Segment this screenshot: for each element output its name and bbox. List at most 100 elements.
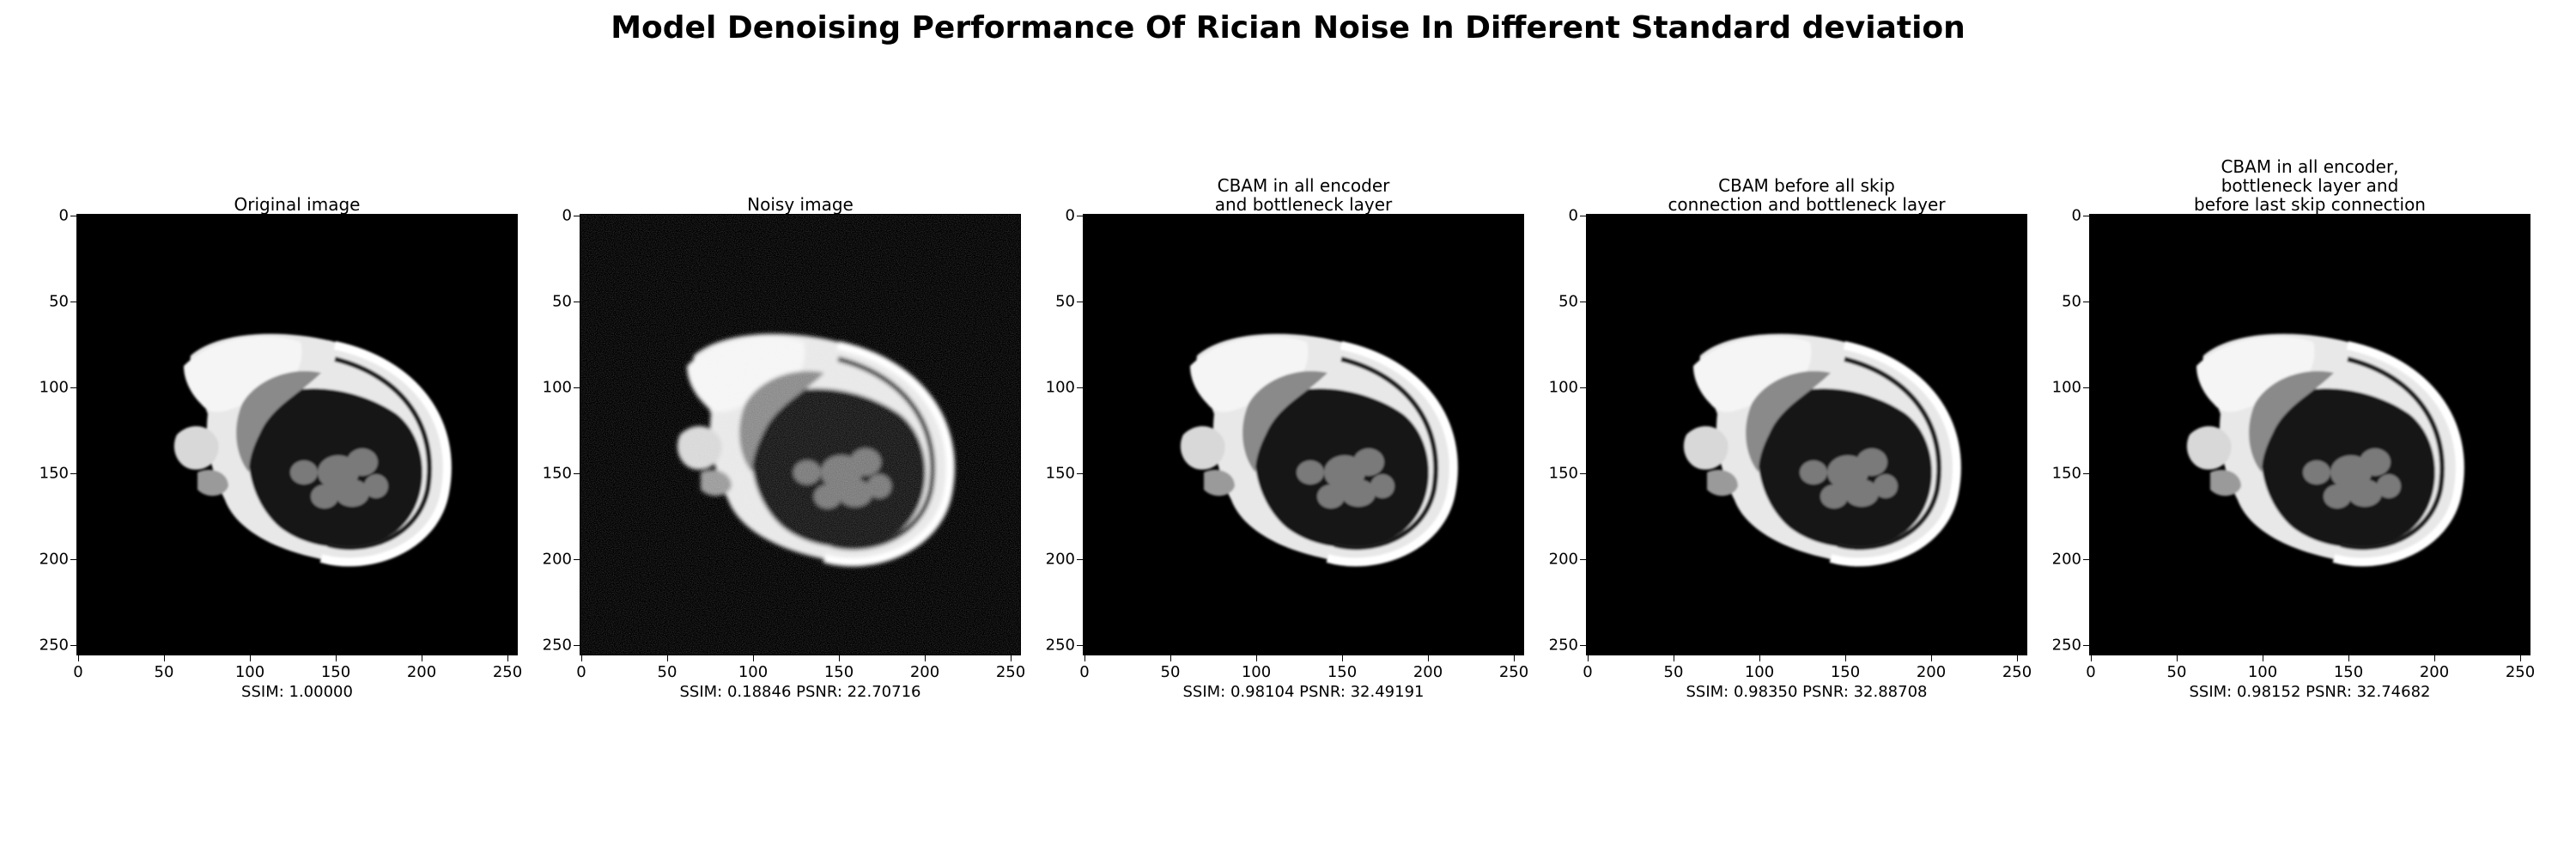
y-tick-label: 0 xyxy=(1568,206,1578,225)
y-tick-mark xyxy=(1077,559,1084,560)
x-tick-label: 250 xyxy=(492,663,523,681)
y-tick-label: 50 xyxy=(2062,292,2081,311)
image-panel: CBAM in all encoder, bottleneck layer an… xyxy=(2013,0,2536,859)
x-tick-mark xyxy=(1256,655,1257,661)
x-tick-label: 150 xyxy=(1327,663,1358,681)
x-tick-label: 0 xyxy=(73,663,83,681)
x-tick-mark xyxy=(1428,655,1429,661)
x-tick-label: 200 xyxy=(1916,663,1947,681)
x-tick-label: 100 xyxy=(2247,663,2278,681)
y-tick-label: 0 xyxy=(1065,206,1075,225)
x-tick-mark xyxy=(1588,655,1589,661)
mri-brain-image xyxy=(580,215,1020,655)
image-axes xyxy=(76,214,518,655)
x-tick-mark xyxy=(839,655,840,661)
x-tick-label: 250 xyxy=(1498,663,1529,681)
y-tick-label: 0 xyxy=(2071,206,2081,225)
x-tick-label: 0 xyxy=(576,663,586,681)
y-tick-mark xyxy=(574,645,580,646)
metric-label: SSIM: 0.18846 PSNR: 22.70716 xyxy=(679,683,921,701)
y-tick-label: 50 xyxy=(1055,292,1075,311)
y-tick-label: 100 xyxy=(2051,378,2081,397)
x-tick-mark xyxy=(1170,655,1171,661)
x-tick-label: 50 xyxy=(2166,663,2187,681)
x-tick-label: 200 xyxy=(406,663,437,681)
y-tick-mark xyxy=(2083,559,2090,560)
y-tick-mark xyxy=(70,387,77,388)
image-panel: Original image xyxy=(0,0,523,859)
x-tick-label: 250 xyxy=(995,663,1026,681)
x-tick-label: 200 xyxy=(1413,663,1443,681)
mri-brain-image xyxy=(2090,215,2530,655)
y-tick-mark xyxy=(1077,645,1084,646)
x-tick-label: 250 xyxy=(2002,663,2032,681)
y-tick-mark xyxy=(1580,473,1587,474)
y-tick-label: 250 xyxy=(1548,636,1578,655)
y-tick-mark xyxy=(70,559,77,560)
image-axes xyxy=(2089,214,2530,655)
mri-brain-image xyxy=(77,215,517,655)
x-tick-mark xyxy=(2520,655,2521,661)
y-tick-label: 100 xyxy=(542,378,572,397)
x-tick-label: 50 xyxy=(1160,663,1181,681)
y-tick-label: 200 xyxy=(1548,550,1578,569)
x-tick-label: 100 xyxy=(1744,663,1775,681)
y-tick-label: 100 xyxy=(1045,378,1075,397)
y-tick-mark xyxy=(574,387,580,388)
x-tick-mark xyxy=(1084,655,1085,661)
x-tick-mark xyxy=(507,655,508,661)
image-axes xyxy=(580,214,1021,655)
image-panel: CBAM before all skip connection and bott… xyxy=(1510,0,2032,859)
mri-brain-image xyxy=(1587,215,2026,655)
y-tick-label: 150 xyxy=(39,464,69,483)
x-tick-label: 250 xyxy=(2505,663,2536,681)
y-tick-mark xyxy=(2083,387,2090,388)
x-tick-mark xyxy=(1514,655,1515,661)
y-tick-mark xyxy=(1077,473,1084,474)
y-tick-label: 250 xyxy=(1045,636,1075,655)
y-tick-mark xyxy=(1580,387,1587,388)
x-tick-mark xyxy=(78,655,79,661)
x-tick-label: 0 xyxy=(1079,663,1090,681)
x-tick-label: 200 xyxy=(2419,663,2450,681)
x-tick-mark xyxy=(1342,655,1343,661)
x-tick-label: 50 xyxy=(1663,663,1684,681)
x-tick-mark xyxy=(1759,655,1760,661)
y-tick-label: 150 xyxy=(542,464,572,483)
x-tick-mark xyxy=(925,655,926,661)
y-tick-label: 200 xyxy=(39,550,69,569)
x-tick-label: 200 xyxy=(909,663,940,681)
x-tick-label: 0 xyxy=(2086,663,2096,681)
x-tick-mark xyxy=(250,655,251,661)
x-tick-label: 150 xyxy=(823,663,854,681)
image-panel: Noisy image xyxy=(503,0,1026,859)
x-tick-label: 100 xyxy=(234,663,265,681)
x-tick-label: 100 xyxy=(1241,663,1272,681)
y-tick-label: 250 xyxy=(39,636,69,655)
x-tick-label: 150 xyxy=(1830,663,1861,681)
y-tick-label: 250 xyxy=(542,636,572,655)
y-tick-mark xyxy=(1077,387,1084,388)
x-tick-mark xyxy=(581,655,582,661)
x-tick-mark xyxy=(1845,655,1846,661)
x-tick-mark xyxy=(336,655,337,661)
x-tick-mark xyxy=(753,655,754,661)
figure-title: Model Denoising Performance Of Rician No… xyxy=(611,10,1965,46)
y-tick-label: 200 xyxy=(1045,550,1075,569)
y-tick-mark xyxy=(2083,473,2090,474)
x-tick-label: 150 xyxy=(2333,663,2364,681)
x-tick-label: 100 xyxy=(738,663,769,681)
x-tick-label: 50 xyxy=(154,663,174,681)
x-tick-label: 0 xyxy=(1583,663,1593,681)
x-tick-mark xyxy=(164,655,165,661)
x-tick-label: 50 xyxy=(657,663,677,681)
metric-label: SSIM: 0.98350 PSNR: 32.88708 xyxy=(1686,683,1928,701)
y-tick-label: 150 xyxy=(2051,464,2081,483)
y-tick-mark xyxy=(2083,645,2090,646)
x-tick-mark xyxy=(2434,655,2435,661)
panel-title: CBAM in all encoder and bottleneck layer xyxy=(1214,175,1393,215)
y-tick-mark xyxy=(574,559,580,560)
y-tick-label: 0 xyxy=(562,206,572,225)
x-tick-mark xyxy=(1011,655,1012,661)
metric-label: SSIM: 0.98152 PSNR: 32.74682 xyxy=(2189,683,2431,701)
